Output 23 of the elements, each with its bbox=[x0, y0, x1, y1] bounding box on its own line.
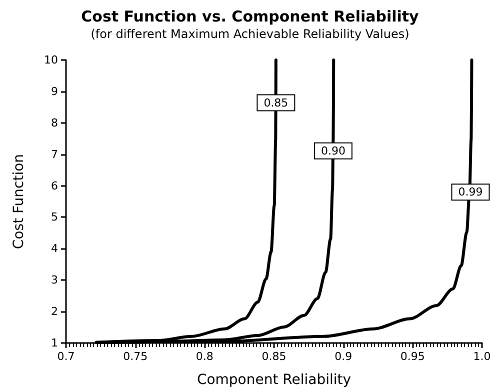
x-tick-label: 0.9 bbox=[334, 350, 352, 363]
y-axis-title: Cost Function bbox=[11, 154, 27, 250]
y-tick-label: 2 bbox=[51, 305, 58, 318]
y-tick-label: 6 bbox=[51, 179, 58, 192]
annotation: 0.85 bbox=[264, 96, 288, 110]
annotation: 0.90 bbox=[320, 144, 346, 158]
x-axis-title: Component Reliability bbox=[196, 372, 352, 388]
chart-title: Cost Function vs. Component Reliability bbox=[81, 8, 420, 26]
y-tick-label: 10 bbox=[44, 54, 58, 66]
x-tick-label: 0.75 bbox=[123, 350, 148, 363]
x-tick-label: 0.95 bbox=[400, 350, 425, 363]
x-tick-label: 0.8 bbox=[196, 350, 214, 363]
y-tick-label: 4 bbox=[51, 242, 58, 256]
x-tick-label: 0.85 bbox=[262, 350, 286, 363]
x-tick-label: 0.7 bbox=[57, 350, 75, 363]
y-tick-label: 8 bbox=[51, 116, 58, 130]
y-tick-label: 1 bbox=[51, 336, 58, 350]
y-tick-label: 7 bbox=[51, 148, 58, 161]
y-tick-label: 9 bbox=[51, 84, 58, 98]
chart-subtitle: (for different Maximum Achievable Reliability Values) bbox=[90, 27, 410, 41]
y-tick-label: 5 bbox=[51, 210, 58, 224]
x-tick-label: 1.0 bbox=[473, 350, 491, 363]
y-tick-label: 3 bbox=[51, 274, 58, 287]
